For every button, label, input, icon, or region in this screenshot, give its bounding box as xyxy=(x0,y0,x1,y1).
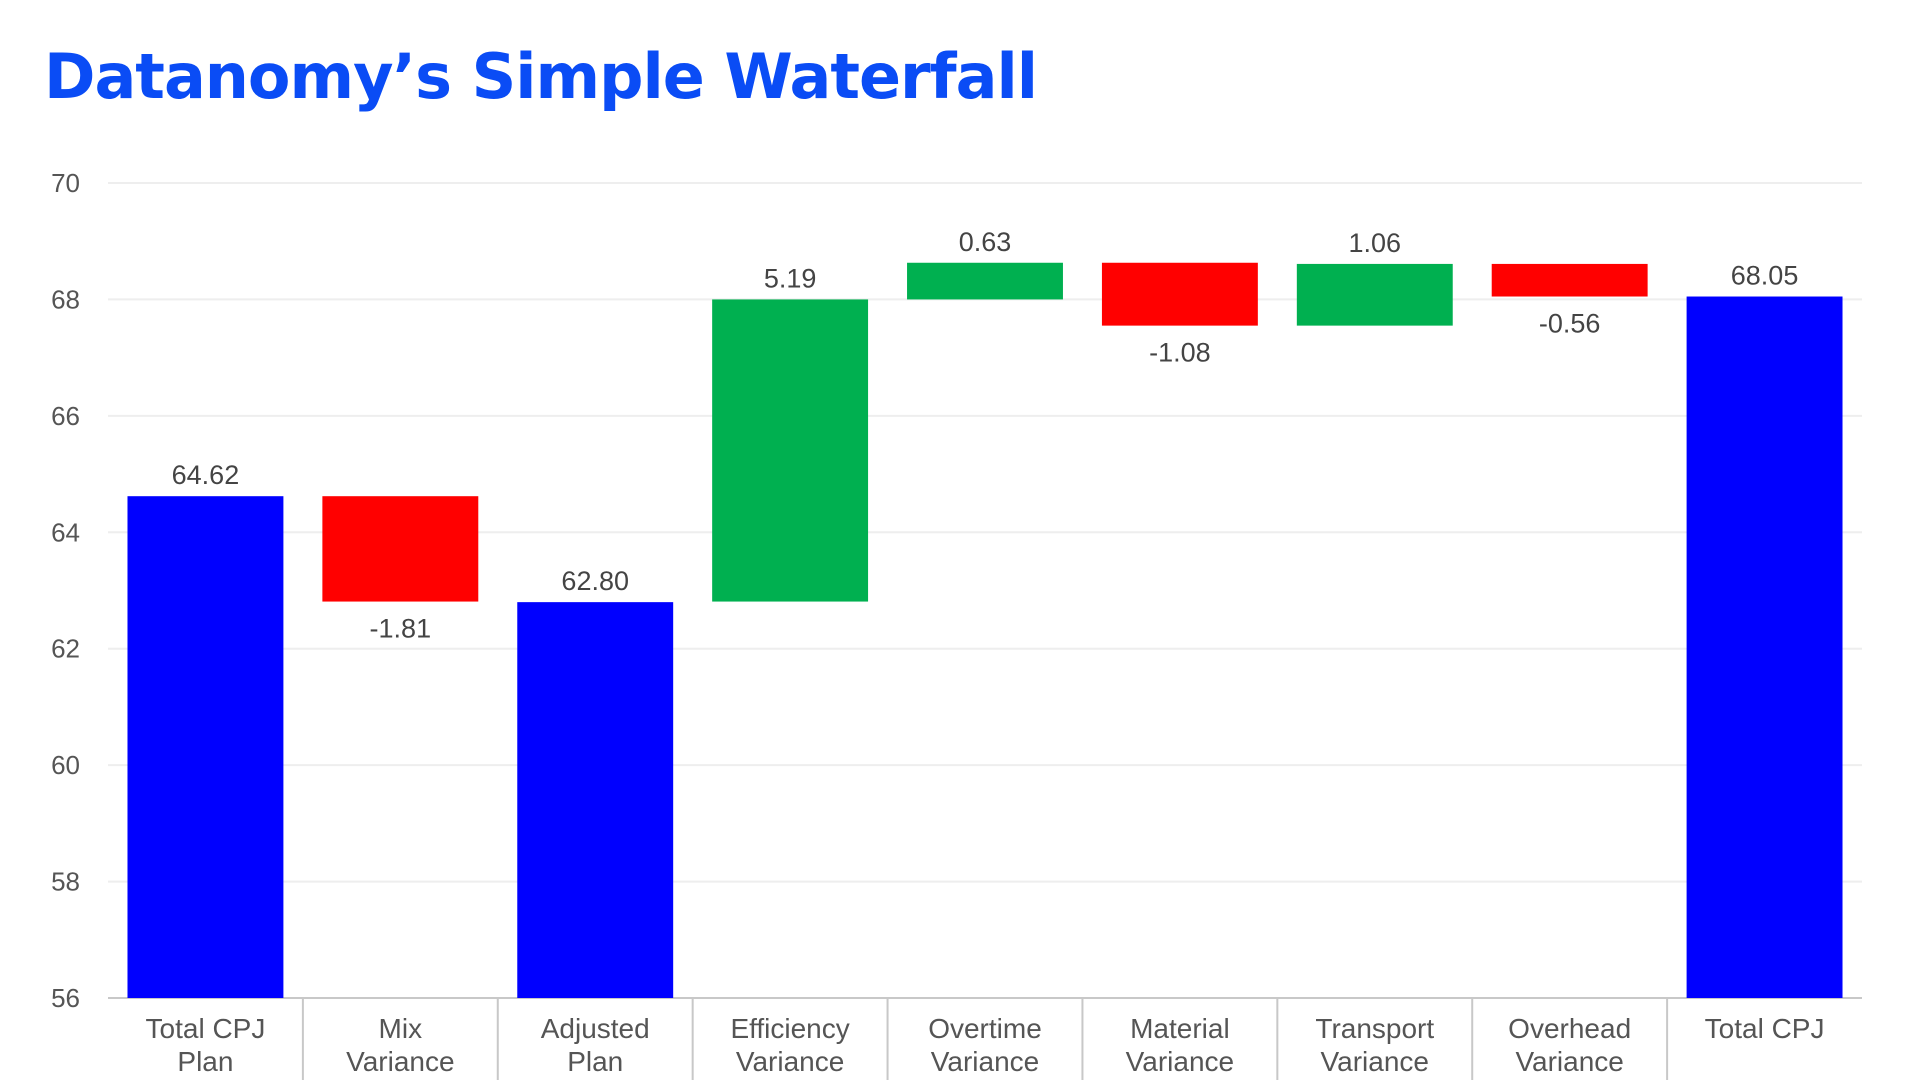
chart-title: Datanomy’s Simple Waterfall xyxy=(44,40,1038,113)
x-category-label: Plan xyxy=(567,1046,623,1077)
x-category-label: Total CPJ xyxy=(146,1013,266,1044)
x-category-label: Variance xyxy=(1321,1046,1429,1077)
x-category-label: Mix xyxy=(379,1013,423,1044)
y-tick-label: 62 xyxy=(51,634,80,664)
y-tick-label: 68 xyxy=(51,284,80,314)
decrease-bar xyxy=(1491,263,1648,297)
x-category-label: Material xyxy=(1130,1013,1230,1044)
data-label: -1.81 xyxy=(370,614,432,644)
data-label: 1.06 xyxy=(1348,228,1401,258)
decrease-bar xyxy=(1101,262,1258,326)
x-category-label: Total CPJ xyxy=(1705,1013,1825,1044)
x-category-label: Variance xyxy=(736,1046,844,1077)
x-category-label: Variance xyxy=(931,1046,1039,1077)
increase-bar xyxy=(907,262,1063,300)
x-category-label: Efficiency xyxy=(730,1013,849,1044)
data-label: 62.80 xyxy=(561,566,629,596)
data-label: 68.05 xyxy=(1731,261,1799,291)
data-label: -1.08 xyxy=(1149,338,1211,368)
total-bar xyxy=(517,602,674,998)
x-category-label: Overtime xyxy=(928,1013,1042,1044)
x-category-label: Plan xyxy=(177,1046,233,1077)
y-tick-label: 66 xyxy=(51,401,80,431)
data-label: -0.56 xyxy=(1539,309,1601,339)
y-tick-label: 58 xyxy=(51,867,80,897)
y-tick-label: 56 xyxy=(51,983,80,1013)
total-bar xyxy=(127,496,284,998)
data-label: 0.63 xyxy=(959,227,1012,257)
decrease-bar xyxy=(322,496,479,602)
increase-bar xyxy=(712,299,869,602)
x-category-label: Overhead xyxy=(1508,1013,1631,1044)
y-tick-label: 64 xyxy=(51,517,80,547)
x-category-label: Adjusted xyxy=(541,1013,650,1044)
x-category-label: Variance xyxy=(1515,1046,1623,1077)
y-tick-label: 70 xyxy=(51,168,80,198)
data-label: 64.62 xyxy=(172,460,240,490)
data-label: 5.19 xyxy=(764,263,817,293)
x-category-label: Variance xyxy=(346,1046,454,1077)
total-bar xyxy=(1686,296,1843,999)
y-tick-label: 60 xyxy=(51,750,80,780)
x-category-label: Variance xyxy=(1126,1046,1234,1077)
x-category-label: Transport xyxy=(1315,1013,1434,1044)
increase-bar xyxy=(1296,263,1453,326)
